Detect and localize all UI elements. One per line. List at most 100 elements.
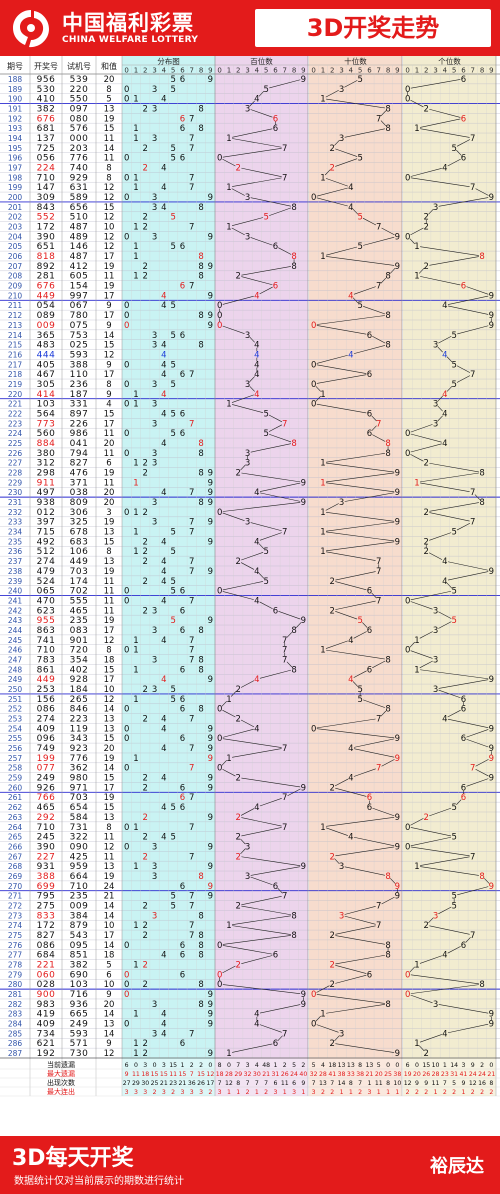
distribution-mark: 1 bbox=[133, 646, 138, 656]
units-mark: 8 bbox=[479, 872, 484, 882]
issue-number: 275 bbox=[8, 931, 23, 940]
distribution-mark: 9 bbox=[208, 842, 213, 852]
distribution-mark: 5 bbox=[170, 528, 175, 538]
units-mark: 7 bbox=[470, 134, 475, 144]
issue-number: 277 bbox=[8, 951, 23, 960]
draw-number: 192 bbox=[37, 1049, 56, 1059]
units-stat-streak: 2 bbox=[480, 1089, 484, 1096]
distribution-mark: 4 bbox=[161, 203, 166, 213]
tens-trend-line bbox=[316, 197, 348, 207]
tens-digit-1: 1 bbox=[321, 67, 325, 75]
distribution-stat-max: 12 bbox=[206, 1071, 214, 1078]
units-trend-line bbox=[457, 325, 489, 335]
hundreds-trend-line bbox=[241, 955, 273, 964]
tens-mark: 9 bbox=[395, 813, 400, 823]
distribution-stat-streak: 2 bbox=[171, 1089, 175, 1096]
hundreds-mark: 7 bbox=[282, 636, 287, 646]
hundreds-mark: 3 bbox=[245, 331, 250, 341]
tens-trend-line bbox=[326, 256, 395, 266]
distribution-mark: 1 bbox=[133, 665, 138, 675]
hundreds-mark: 7 bbox=[282, 419, 287, 429]
units-stat-max: 41 bbox=[460, 1071, 468, 1078]
draw-number: 060 bbox=[37, 970, 56, 980]
test-number: 425 bbox=[70, 852, 89, 862]
tens-stat-count: 7 bbox=[358, 1080, 362, 1087]
draw-number: 479 bbox=[37, 567, 56, 577]
units-trend-line bbox=[420, 669, 489, 680]
sum-value: 9 bbox=[106, 990, 111, 1000]
distribution-mark: 1 bbox=[133, 547, 138, 557]
tens-mark: 9 bbox=[395, 1049, 400, 1059]
units-trend-line bbox=[429, 502, 479, 512]
tens-stat-max: 38 bbox=[338, 1071, 346, 1078]
test-number: 362 bbox=[70, 764, 89, 774]
hundreds-stat-count: 7 bbox=[255, 1080, 259, 1087]
units-mark: 9 bbox=[489, 567, 494, 577]
draw-number: 710 bbox=[37, 173, 56, 183]
hundreds-trend-line bbox=[222, 295, 254, 305]
tens-mark: 7 bbox=[376, 596, 381, 606]
units-mark: 2 bbox=[424, 223, 429, 233]
distribution-mark: 0 bbox=[124, 232, 129, 242]
units-mark: 2 bbox=[424, 547, 429, 557]
draw-number: 833 bbox=[37, 911, 56, 921]
sum-value: 15 bbox=[104, 734, 115, 744]
tens-mark: 4 bbox=[348, 636, 353, 646]
brand-name-en: CHINA WELFARE LOTTERY bbox=[62, 35, 199, 45]
distribution-mark: 4 bbox=[161, 577, 166, 587]
distribution-mark: 2 bbox=[143, 783, 148, 793]
sum-value: 14 bbox=[104, 705, 115, 715]
distribution-mark: 4 bbox=[161, 951, 166, 961]
distribution-mark: 4 bbox=[161, 291, 166, 301]
units-mark: 3 bbox=[433, 1000, 438, 1010]
units-trend-line bbox=[447, 1023, 489, 1034]
hundreds-trend-line bbox=[232, 748, 282, 758]
distribution-mark: 0 bbox=[124, 734, 129, 744]
units-trend-line bbox=[418, 267, 425, 274]
draw-number: 009 bbox=[37, 321, 56, 331]
tens-trend-line bbox=[335, 581, 367, 591]
distribution-stat-max: 15 bbox=[160, 1071, 168, 1078]
hundreds-mark: 4 bbox=[254, 370, 259, 380]
units-stat-count: 12 bbox=[404, 1080, 412, 1087]
sum-value: 11 bbox=[104, 429, 115, 439]
units-mark: 3 bbox=[433, 400, 438, 410]
hundreds-header: 百位数 bbox=[250, 56, 273, 66]
units-mark: 9 bbox=[489, 311, 494, 321]
sum-value: 17 bbox=[104, 370, 115, 380]
hundreds-trend-line bbox=[259, 669, 292, 679]
sum-value: 14 bbox=[104, 1010, 115, 1020]
hundreds-mark: 4 bbox=[254, 350, 259, 360]
tens-stat-streak: 1 bbox=[377, 1089, 381, 1096]
sum-value: 13 bbox=[104, 813, 115, 823]
hundreds-trend-line bbox=[241, 552, 264, 561]
hundreds-mark: 6 bbox=[273, 124, 278, 134]
issue-number: 280 bbox=[8, 980, 23, 989]
distribution-stat-streak: 3 bbox=[190, 1089, 194, 1096]
sum-value: 13 bbox=[104, 715, 115, 725]
distribution-mark: 8 bbox=[198, 104, 203, 114]
issue-number: 190 bbox=[8, 95, 23, 104]
hundreds-trend-line bbox=[259, 1024, 282, 1033]
draw-number: 783 bbox=[37, 655, 56, 665]
tens-mark: 8 bbox=[385, 439, 390, 449]
units-mark: 7 bbox=[470, 518, 475, 528]
draw-number: 465 bbox=[37, 803, 56, 813]
sum-value: 8 bbox=[106, 823, 111, 833]
hundreds-trend-line bbox=[259, 601, 273, 610]
draw-number: 249 bbox=[37, 774, 56, 784]
distribution-stat-streak: 3 bbox=[162, 1089, 166, 1096]
issue-number: 192 bbox=[8, 114, 23, 123]
distribution-mark: 7 bbox=[189, 144, 194, 154]
hundreds-trend-line bbox=[250, 866, 301, 876]
test-number: 103 bbox=[70, 980, 89, 990]
distribution-mark: 1 bbox=[133, 459, 138, 469]
hundreds-mark: 9 bbox=[301, 616, 306, 626]
tens-digit-3: 3 bbox=[339, 67, 343, 75]
units-trend-line bbox=[447, 295, 489, 305]
distribution-mark: 3 bbox=[152, 606, 157, 616]
distribution-stat-count: 29 bbox=[132, 1080, 140, 1087]
hundreds-mark: 5 bbox=[263, 409, 268, 419]
test-number: 656 bbox=[70, 203, 89, 213]
distribution-mark: 9 bbox=[208, 232, 213, 242]
